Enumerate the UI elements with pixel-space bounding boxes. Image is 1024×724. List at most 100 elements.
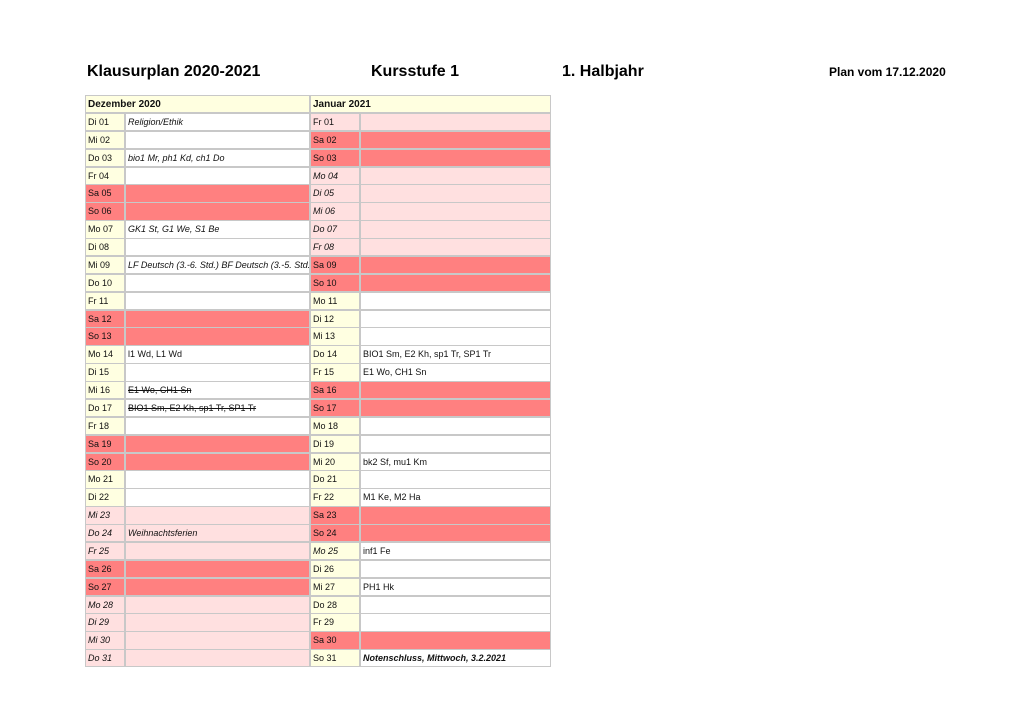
entry-cell (360, 398, 551, 418)
course: Kursstufe 1 (371, 63, 460, 80)
entry-cell (125, 238, 310, 257)
day-cell: Do 31 (85, 649, 125, 668)
plan-date: Plan vom 17.12.2020 (829, 65, 946, 79)
day-cell: Mi 20 (310, 452, 360, 471)
entry-cell (125, 613, 310, 632)
entry-cell: inf1 Fe (360, 541, 551, 561)
entry-cell: Weihnachtsferien (125, 524, 310, 543)
entry-cell (125, 291, 310, 311)
day-cell: Do 03 (85, 148, 125, 168)
entry-cell (360, 291, 551, 311)
entry-cell: LF Deutsch (3.-6. Std.) BF Deutsch (3.-5… (125, 255, 310, 275)
day-cell: Di 05 (310, 184, 360, 203)
day-cell: Fr 15 (310, 363, 360, 382)
day-cell: So 10 (310, 273, 360, 293)
day-cell: Mo 25 (310, 541, 360, 561)
day-cell: Di 22 (85, 488, 125, 507)
day-cell: So 31 (310, 649, 360, 668)
entry-cell (360, 506, 551, 525)
entry-cell (125, 184, 310, 203)
title: Klausurplan 2020-2021 (87, 63, 261, 80)
entry-cell (125, 130, 310, 150)
entry-cell (125, 577, 310, 596)
day-cell: Sa 30 (310, 631, 360, 650)
entry-cell (125, 631, 310, 650)
day-cell: Mi 06 (310, 202, 360, 221)
day-cell: So 24 (310, 524, 360, 543)
entry-cell (360, 524, 551, 543)
day-cell: Mi 02 (85, 130, 125, 150)
day-cell: Do 17 (85, 398, 125, 418)
entry-cell (360, 202, 551, 221)
entry-cell (125, 273, 310, 293)
day-cell: Do 21 (310, 470, 360, 489)
entry-cell (125, 202, 310, 221)
entry-cell (360, 631, 551, 650)
entry-cell: Religion/Ethik (125, 113, 310, 132)
day-cell: Sa 02 (310, 130, 360, 150)
day-cell: Di 26 (310, 559, 360, 579)
entry-cell (125, 434, 310, 454)
day-cell: Mo 18 (310, 416, 360, 436)
day-cell: Do 28 (310, 595, 360, 614)
day-cell: Mi 16 (85, 381, 125, 400)
day-cell: Mi 09 (85, 255, 125, 275)
day-cell: Fr 01 (310, 113, 360, 132)
day-cell: Fr 18 (85, 416, 125, 436)
day-cell: Mo 04 (310, 166, 360, 185)
entry-cell: BIO1 Sm, E2 Kh, sp1 Tr, SP1 Tr (360, 345, 551, 364)
entry-cell (360, 166, 551, 185)
day-cell: Do 07 (310, 220, 360, 239)
entry-cell: l1 Wd, L1 Wd (125, 345, 310, 364)
day-cell: Mi 23 (85, 506, 125, 525)
entry-cell (360, 416, 551, 436)
column-header: Dezember 2020 (85, 95, 310, 113)
entry-cell (125, 649, 310, 668)
entry-cell (360, 184, 551, 203)
entry-cell (360, 595, 551, 614)
day-cell: Di 19 (310, 434, 360, 454)
term: 1. Halbjahr (562, 63, 644, 80)
entry-cell (360, 255, 551, 275)
entry-cell (360, 470, 551, 489)
entry-cell (125, 559, 310, 579)
day-cell: So 20 (85, 452, 125, 471)
day-cell: Mo 14 (85, 345, 125, 364)
day-cell: Do 10 (85, 273, 125, 293)
day-cell: So 27 (85, 577, 125, 596)
entry-cell (125, 416, 310, 436)
day-cell: Di 29 (85, 613, 125, 632)
day-cell: Sa 12 (85, 309, 125, 328)
entry-cell (125, 166, 310, 185)
entry-cell: GK1 St, G1 We, S1 Be (125, 220, 310, 239)
day-cell: Mi 13 (310, 327, 360, 346)
day-cell: Do 14 (310, 345, 360, 364)
day-cell: Mi 27 (310, 577, 360, 596)
day-cell: Di 15 (85, 363, 125, 382)
day-cell: Mo 21 (85, 470, 125, 489)
entry-cell: PH1 Hk (360, 577, 551, 596)
exam-table: Dezember 2020 Di 01 Religion/Ethik Mi 02 Do … (85, 95, 551, 668)
entry-cell (360, 381, 551, 400)
entry-cell (125, 327, 310, 346)
entry-cell: E1 Wo, CH1 Sn (125, 381, 310, 400)
entry-cell (125, 452, 310, 471)
entry-cell (125, 488, 310, 507)
day-cell: So 17 (310, 398, 360, 418)
entry-cell (360, 238, 551, 257)
day-cell: So 06 (85, 202, 125, 221)
entry-cell (360, 559, 551, 579)
entry-cell: bk2 Sf, mu1 Km (360, 452, 551, 471)
entry-cell (125, 363, 310, 382)
entry-cell (360, 273, 551, 293)
day-cell: Mi 30 (85, 631, 125, 650)
day-cell: Sa 16 (310, 381, 360, 400)
entry-cell (125, 595, 310, 614)
entry-cell (125, 470, 310, 489)
entry-cell (360, 130, 551, 150)
day-cell: Mo 11 (310, 291, 360, 311)
entry-cell (360, 434, 551, 454)
entry-cell (360, 113, 551, 132)
entry-cell: E1 Wo, CH1 Sn (360, 363, 551, 382)
